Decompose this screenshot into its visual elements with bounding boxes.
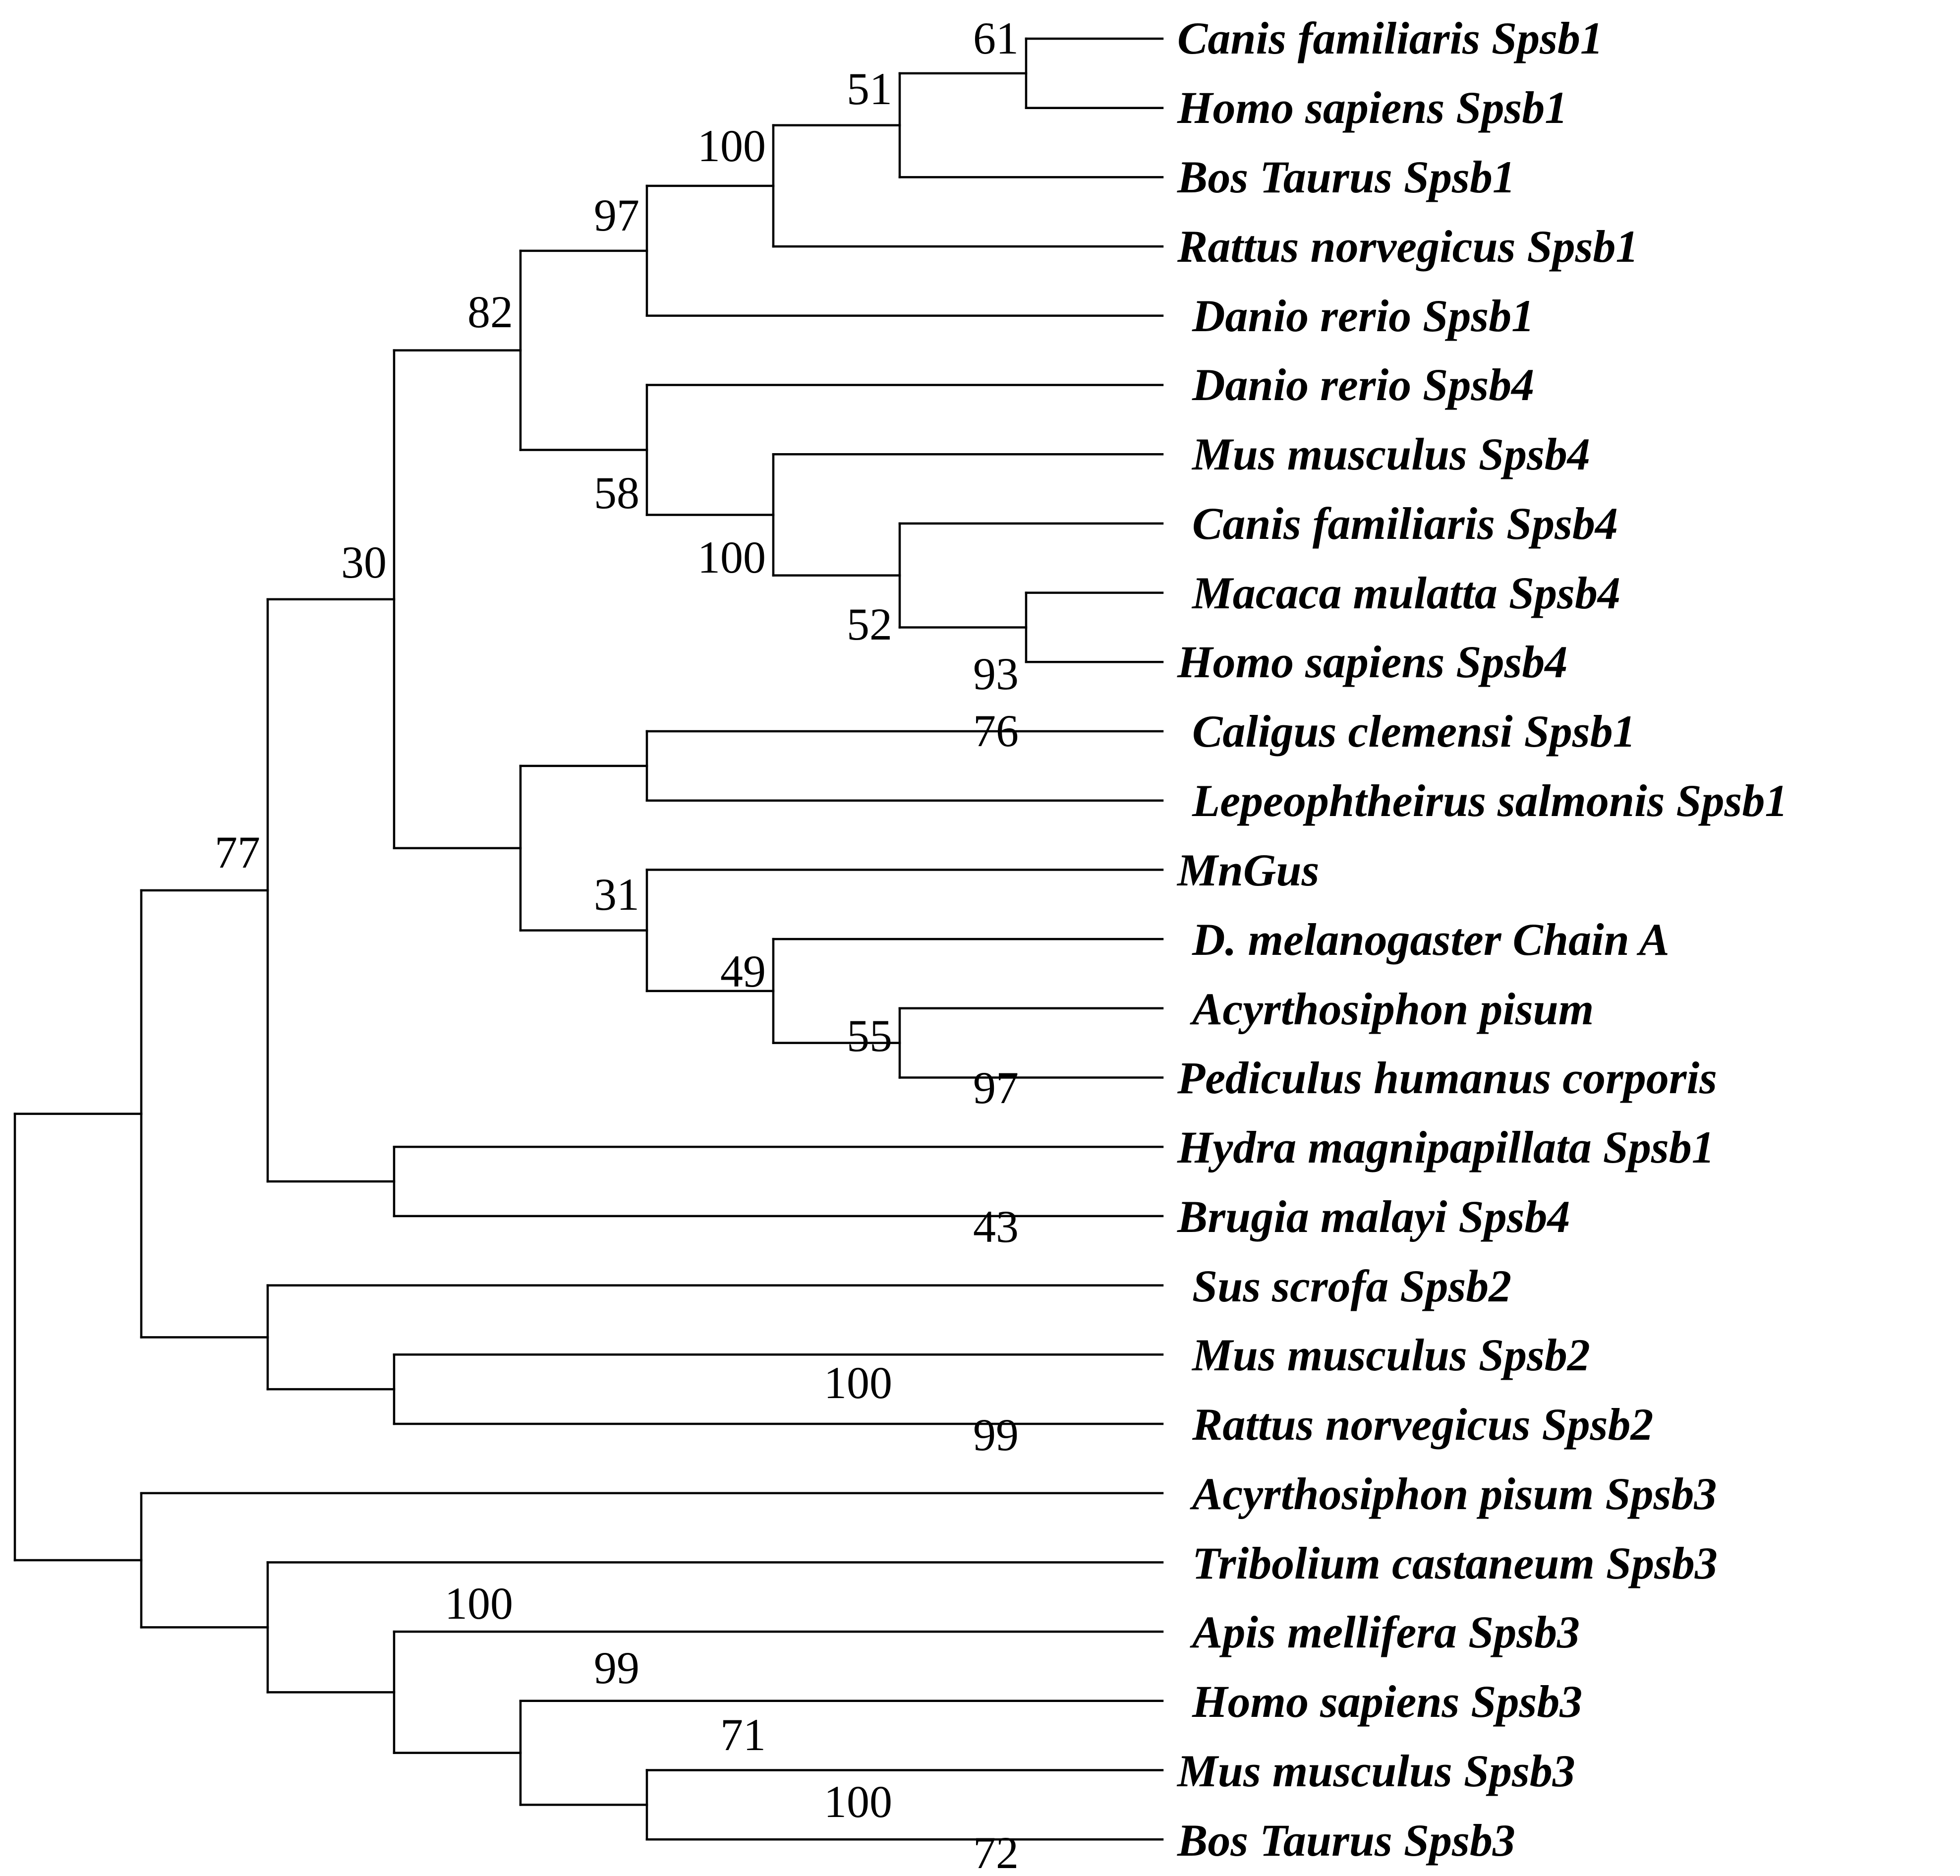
taxon-label: Homo sapiens Spsb1 [1177,82,1567,133]
taxon-label: Caligus clemensi Spsb1 [1192,706,1636,757]
taxon-label: MnGus [1176,845,1319,895]
taxon-label: D. melanogaster Chain A [1192,914,1670,965]
bootstrap-value: 99 [973,1409,1019,1460]
taxon-labels: Canis familiaris Spsb1 Homo sapiens Spsb… [1176,13,1787,1866]
bootstrap-value: 61 [973,13,1019,63]
bootstrap-value: 100 [697,532,766,583]
tree-branches [13,37,1164,1841]
taxon-label: Bos Taurus Spsb3 [1177,1815,1515,1866]
taxon-label: Bos Taurus Spsb1 [1177,152,1515,202]
taxon-label: Homo sapiens Spsb3 [1192,1676,1582,1727]
bootstrap-values: 61 51 100 97 82 58 100 52 93 76 31 49 55… [215,13,1019,1876]
bootstrap-value: 100 [824,1357,892,1408]
bootstrap-value: 99 [594,1642,639,1693]
bootstrap-value: 58 [594,468,639,518]
bootstrap-value: 49 [720,946,766,997]
taxon-label: Acyrthosiphon pisum [1190,984,1594,1034]
bootstrap-value: 71 [720,1709,766,1760]
taxon-label: Macaca mulatta Spsb4 [1191,568,1620,618]
taxon-label: Pediculus humanus corporis [1177,1053,1717,1103]
taxon-label: Brugia malayi Spsb4 [1177,1191,1570,1242]
bootstrap-value: 77 [215,827,260,878]
taxon-label: Homo sapiens Spsb4 [1177,637,1567,687]
bootstrap-value: 97 [594,190,639,240]
taxon-label: Danio rerio Spsb1 [1192,291,1534,341]
taxon-label: Hydra magnipapillata Spsb1 [1177,1122,1715,1172]
bootstrap-value: 82 [467,287,513,337]
taxon-label: Rattus norvegicus Spsb1 [1177,221,1638,272]
taxon-label: Mus musculus Spsb3 [1176,1746,1575,1796]
bootstrap-value: 30 [341,537,387,587]
taxon-label: Sus scrofa Spsb2 [1192,1261,1511,1311]
taxon-label: Tribolium castaneum Spsb3 [1192,1538,1718,1588]
bootstrap-value: 100 [697,120,766,171]
bootstrap-value: 55 [847,1010,892,1061]
bootstrap-value: 76 [973,705,1019,756]
taxon-label: Lepeophtheirus salmonis Spsb1 [1192,775,1787,826]
taxon-label: Mus musculus Spsb2 [1191,1330,1590,1380]
bootstrap-value: 31 [594,869,639,920]
bootstrap-value: 100 [445,1578,513,1629]
bootstrap-value: 52 [847,599,892,649]
taxon-label: Rattus norvegicus Spsb2 [1192,1399,1653,1450]
taxon-label: Canis familiaris Spsb4 [1192,498,1618,549]
taxon-label: Acyrthosiphon pisum Spsb3 [1190,1468,1717,1519]
taxon-label: Mus musculus Spsb4 [1191,429,1590,479]
bootstrap-value: 43 [973,1201,1019,1252]
bootstrap-value: 93 [973,648,1019,699]
bootstrap-value: 51 [847,63,892,114]
taxon-label: Canis familiaris Spsb1 [1177,13,1603,63]
bootstrap-value: 100 [824,1776,892,1827]
bootstrap-value: 97 [973,1062,1019,1113]
taxon-label: Apis mellifera Spsb3 [1190,1607,1580,1657]
bootstrap-value: 72 [973,1827,1019,1876]
taxon-label: Danio rerio Spsb4 [1192,359,1534,410]
